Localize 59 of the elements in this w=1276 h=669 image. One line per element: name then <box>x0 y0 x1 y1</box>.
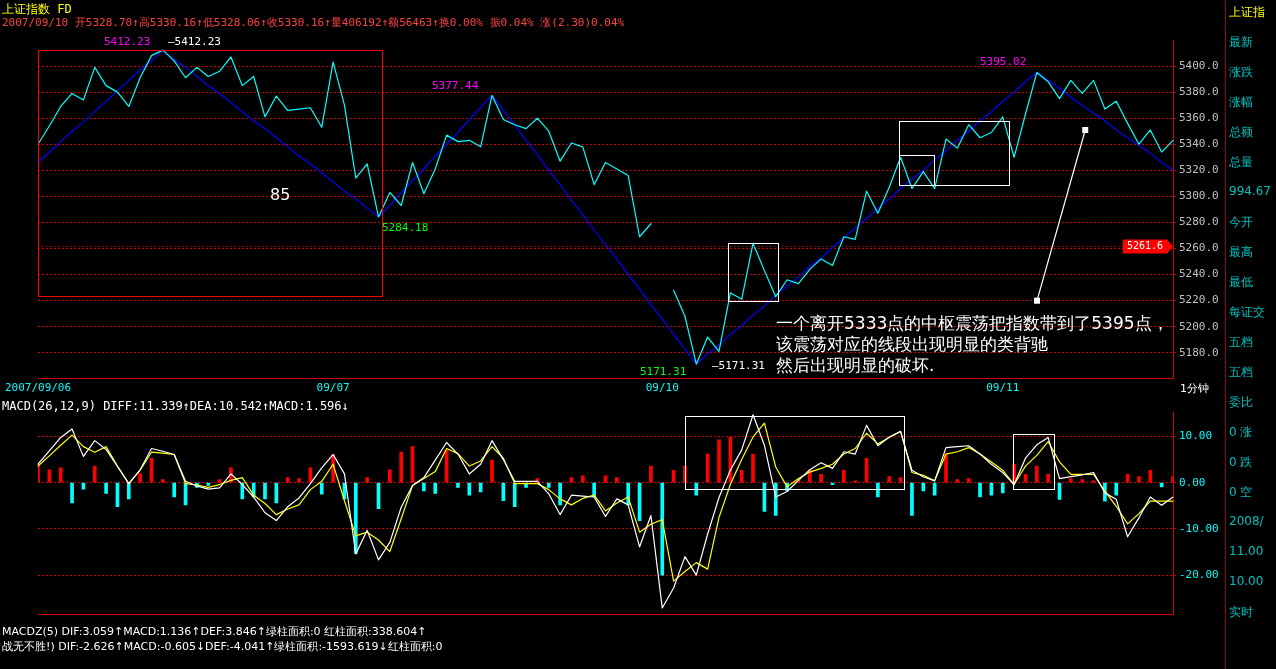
annotation: 5412.23 <box>104 35 151 49</box>
y-tick-label: 5180.0 <box>1179 345 1219 359</box>
ref-line-label: 5261.6 <box>1126 240 1163 251</box>
y-tick-label: 5380.0 <box>1179 84 1219 98</box>
text: 11.00 <box>1229 544 1264 558</box>
text: 五档 <box>1229 364 1253 381</box>
text: 实时 <box>1229 604 1253 621</box>
text: 今开 <box>1229 214 1253 231</box>
text: 0 涨 <box>1229 424 1253 441</box>
text: 0 跌 <box>1229 454 1253 471</box>
text: 0 空 <box>1229 484 1253 501</box>
text: MACDZ(5) DIF:3.059↑MACD:1.136↑DEF:3.846↑绿柱面积:0 红柱面积:338.604↑ <box>2 625 427 639</box>
annotation: —5171.31 <box>712 359 765 373</box>
annotation: 该震荡对应的线段出现明显的类背驰 <box>776 334 1048 354</box>
text: 战无不胜!) DIF:-2.626↑MACD:-0.605↓DEF:-4.041↑绿柱面积:-1593.619↓红柱面积:0 <box>2 640 443 654</box>
y-tick-label: -10.00 <box>1179 521 1219 535</box>
text: 最低 <box>1229 274 1253 291</box>
annotation: 5377.44 <box>432 79 479 93</box>
annotation: 一个离开5333点的中枢震荡把指数带到了5395点， <box>776 313 1169 333</box>
text: 总额 <box>1229 124 1253 141</box>
x-tick-label: 2007/09/06 <box>4 381 72 395</box>
annotation: 然后出现明显的破坏. <box>776 355 935 375</box>
y-tick-label: 5400.0 <box>1179 58 1219 72</box>
annotation: —5412.23 <box>168 35 221 49</box>
y-tick-label: 0.00 <box>1179 475 1206 489</box>
y-tick-label: 5260.0 <box>1179 241 1219 255</box>
y-tick-label: 10.00 <box>1179 429 1213 443</box>
y-tick-label: 5200.0 <box>1179 319 1219 333</box>
text: 每证交 <box>1229 304 1265 321</box>
y-tick-label: 5320.0 <box>1179 163 1219 177</box>
text: 10.00 <box>1229 574 1264 588</box>
y-tick-label: 5220.0 <box>1179 293 1219 307</box>
chart-title: MACD(26,12,9) DIFF:11.339↑DEA:10.542↑MACD:1.596↓ <box>2 399 349 413</box>
x-tick-label: 09/07 <box>316 381 350 395</box>
y-tick-label: 5240.0 <box>1179 267 1219 281</box>
text: 994.67 <box>1229 184 1271 198</box>
text: 涨跌 <box>1229 64 1253 81</box>
x-tick-label: 09/11 <box>986 381 1020 395</box>
text: 最新 <box>1229 34 1253 51</box>
y-tick-label: 5360.0 <box>1179 111 1219 125</box>
annotation: 85 <box>270 185 291 204</box>
y-tick-label: -20.00 <box>1179 567 1219 581</box>
annotation: 5284.18 <box>382 221 429 235</box>
x-tick-label: 09/10 <box>645 381 679 395</box>
text: 上证指 <box>1229 4 1265 21</box>
text: 1分钟 <box>1180 382 1209 396</box>
annotation: 5395.02 <box>980 55 1027 69</box>
y-tick-label: 5340.0 <box>1179 137 1219 151</box>
text: 最高 <box>1229 244 1253 261</box>
text: 涨幅 <box>1229 94 1253 111</box>
chart-subtitle: 2007/09/10 开5328.70↑高5330.16↑低5328.06↑收5330.16↑量406192↑额56463↑换0.00% 振0.04% 涨(2.30)0.04% <box>2 15 625 30</box>
text: 总量 <box>1229 154 1253 171</box>
annotation: 5171.31 <box>640 365 687 379</box>
text: 2008/ <box>1229 514 1264 528</box>
text: 五档 <box>1229 334 1253 351</box>
y-tick-label: 5300.0 <box>1179 189 1219 203</box>
chart-title: 上证指数 FD <box>2 1 72 18</box>
text: 委比 <box>1229 394 1253 411</box>
y-tick-label: 5280.0 <box>1179 215 1219 229</box>
